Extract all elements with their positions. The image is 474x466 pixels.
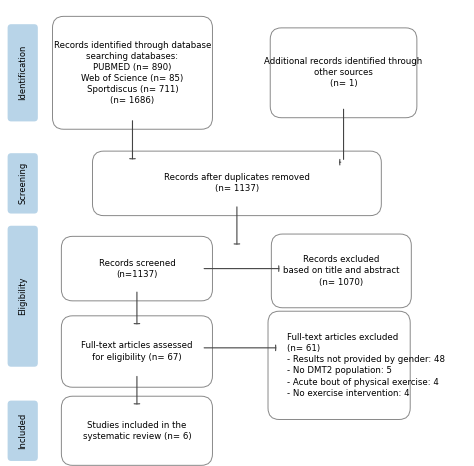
FancyBboxPatch shape xyxy=(92,151,381,216)
FancyBboxPatch shape xyxy=(61,316,212,387)
Text: Records excluded
based on title and abstract
(n= 1070): Records excluded based on title and abst… xyxy=(283,255,400,287)
Text: Screening: Screening xyxy=(18,162,27,205)
Text: Included: Included xyxy=(18,413,27,449)
Text: Records identified through database
searching databases:
PUBMED (n= 890)
Web of : Records identified through database sear… xyxy=(54,41,211,105)
FancyBboxPatch shape xyxy=(61,396,212,466)
FancyBboxPatch shape xyxy=(268,311,410,419)
FancyBboxPatch shape xyxy=(8,24,38,122)
Text: Records screened
(n=1137): Records screened (n=1137) xyxy=(99,259,175,279)
FancyBboxPatch shape xyxy=(61,236,212,301)
Text: Full-text articles assessed
for eligibility (n= 67): Full-text articles assessed for eligibil… xyxy=(81,342,192,362)
FancyBboxPatch shape xyxy=(8,226,38,367)
FancyBboxPatch shape xyxy=(8,401,38,461)
Text: Additional records identified through
other sources
(n= 1): Additional records identified through ot… xyxy=(264,57,423,89)
Text: Identification: Identification xyxy=(18,45,27,101)
Text: Full-text articles excluded
(n= 61)
- Results not provided by gender: 48
- No DM: Full-text articles excluded (n= 61) - Re… xyxy=(287,333,445,397)
FancyBboxPatch shape xyxy=(270,28,417,118)
Text: Studies included in the
systematic review (n= 6): Studies included in the systematic revie… xyxy=(82,421,191,441)
Text: Eligibility: Eligibility xyxy=(18,277,27,315)
FancyBboxPatch shape xyxy=(271,234,411,308)
FancyBboxPatch shape xyxy=(8,153,38,213)
Text: Records after duplicates removed
(n= 1137): Records after duplicates removed (n= 113… xyxy=(164,173,310,193)
FancyBboxPatch shape xyxy=(53,16,212,129)
